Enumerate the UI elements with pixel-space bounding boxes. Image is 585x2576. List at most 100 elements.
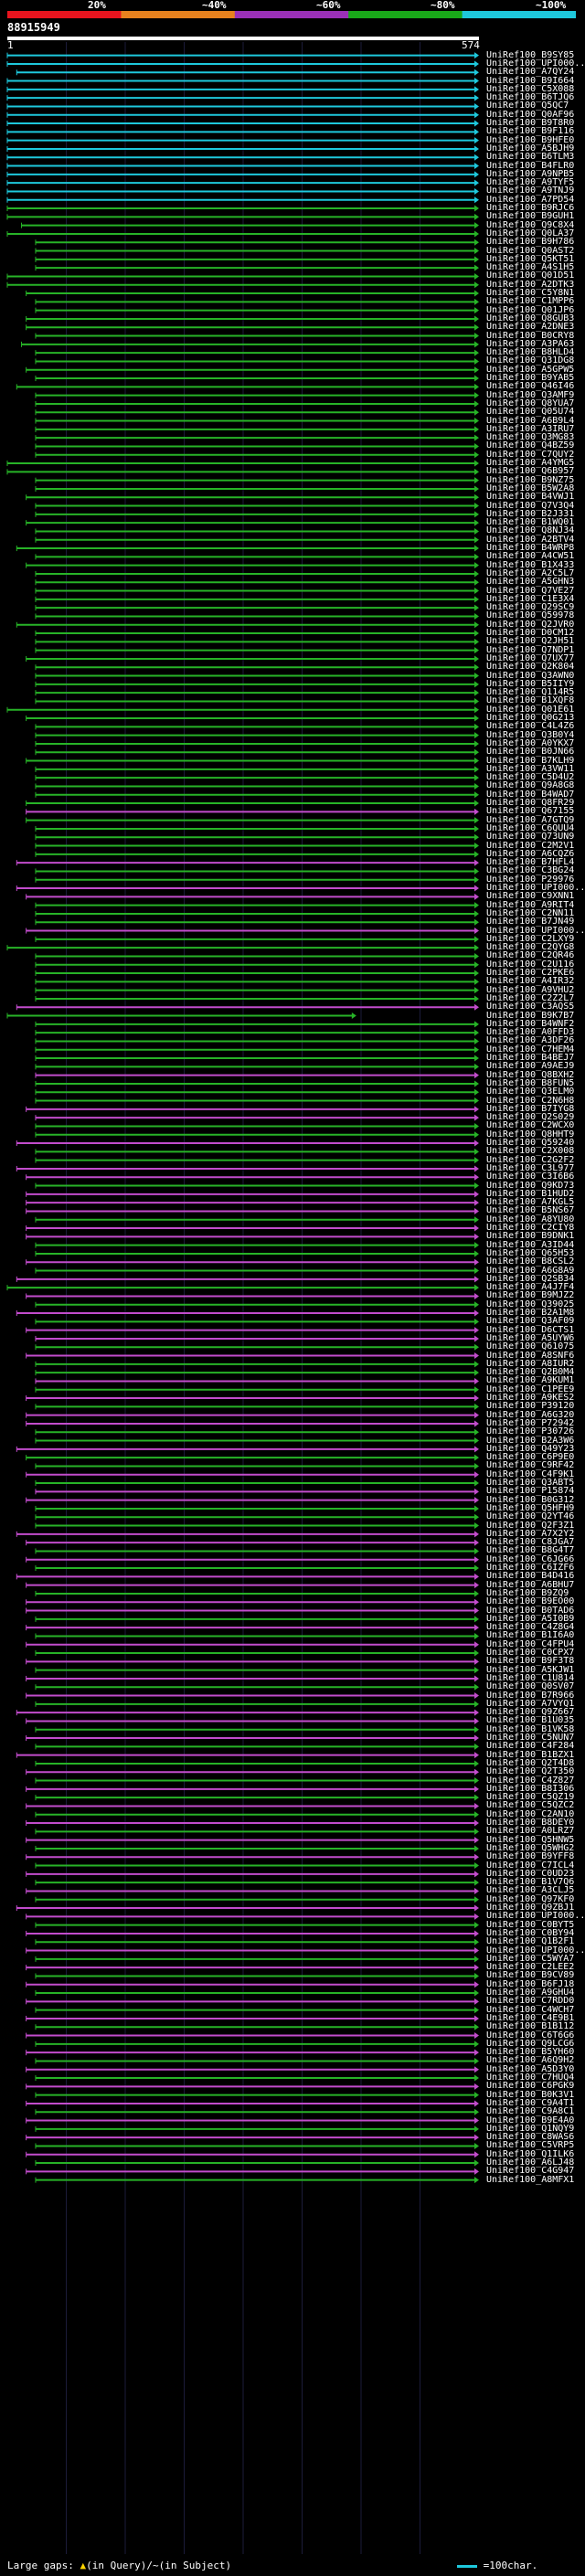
hit-track[interactable] bbox=[16, 1309, 479, 1317]
hit-label[interactable]: UniRef100_Q1NQY9 bbox=[486, 2123, 575, 2134]
hit-label[interactable]: UniRef100_C5D4U2 bbox=[486, 772, 575, 783]
hit-track[interactable] bbox=[26, 2134, 479, 2141]
hit-track[interactable] bbox=[35, 1513, 479, 1521]
hit-label[interactable]: UniRef100_A3DF26 bbox=[486, 1035, 575, 1046]
hit-track[interactable] bbox=[35, 766, 479, 773]
hit-label[interactable]: UniRef100_C2M2V1 bbox=[486, 840, 575, 851]
hit-track[interactable] bbox=[35, 1616, 479, 1623]
hit-label[interactable]: UniRef100_A3IRU7 bbox=[486, 423, 575, 434]
hit-label[interactable]: UniRef100_P72942 bbox=[486, 1417, 575, 1428]
hit-track[interactable] bbox=[35, 1726, 479, 1733]
hit-track[interactable] bbox=[35, 970, 479, 977]
hit-label[interactable]: UniRef100_Q7UX77 bbox=[486, 652, 575, 663]
hit-track[interactable] bbox=[6, 272, 479, 280]
hit-label[interactable]: UniRef100_B9NZ75 bbox=[486, 474, 575, 485]
hit-track[interactable] bbox=[35, 1182, 479, 1190]
hit-track[interactable] bbox=[16, 69, 479, 76]
hit-label[interactable]: UniRef100_C5VRP5 bbox=[486, 2140, 575, 2151]
hit-label[interactable]: UniRef100_B9DNK1 bbox=[486, 1231, 575, 1242]
hit-track[interactable] bbox=[35, 843, 479, 850]
hit-track[interactable] bbox=[35, 1301, 479, 1309]
hit-label[interactable]: UniRef100_A5I0B9 bbox=[486, 1613, 575, 1624]
hit-label[interactable]: UniRef100_B1V7Q6 bbox=[486, 1877, 575, 1888]
hit-track[interactable] bbox=[35, 1343, 479, 1351]
hit-label[interactable]: UniRef100_A5D3Y0 bbox=[486, 2063, 575, 2074]
hit-track[interactable] bbox=[26, 1887, 479, 1894]
hit-track[interactable] bbox=[35, 936, 479, 943]
hit-track[interactable] bbox=[6, 179, 479, 186]
hit-track[interactable] bbox=[35, 791, 479, 799]
hit-track[interactable] bbox=[35, 748, 479, 756]
hit-track[interactable] bbox=[26, 808, 479, 815]
hit-track[interactable] bbox=[6, 468, 479, 475]
hit-track[interactable] bbox=[35, 1938, 479, 1945]
hit-track[interactable] bbox=[26, 2168, 479, 2175]
hit-track[interactable] bbox=[16, 383, 479, 390]
hit-label[interactable]: UniRef100_A5KJW1 bbox=[486, 1664, 575, 1675]
hit-label[interactable]: UniRef100_B9T8R0 bbox=[486, 118, 575, 129]
hit-track[interactable] bbox=[35, 1055, 479, 1062]
hit-label[interactable]: UniRef100_A4S1H5 bbox=[486, 262, 575, 273]
hit-track[interactable] bbox=[6, 154, 479, 161]
hit-label[interactable]: UniRef100_C9RF42 bbox=[486, 1460, 575, 1471]
hit-label[interactable]: UniRef100_C1E3X4 bbox=[486, 593, 575, 604]
hit-track[interactable] bbox=[35, 1369, 479, 1376]
hit-track[interactable] bbox=[35, 825, 479, 832]
hit-track[interactable] bbox=[35, 1361, 479, 1368]
hit-track[interactable] bbox=[35, 1046, 479, 1054]
hit-track[interactable] bbox=[35, 1318, 479, 1325]
hit-track[interactable] bbox=[35, 357, 479, 365]
hit-label[interactable]: UniRef100_C6P9E0 bbox=[486, 1452, 575, 1463]
hit-track[interactable] bbox=[6, 171, 479, 178]
hit-track[interactable] bbox=[35, 1956, 479, 1963]
hit-label[interactable]: UniRef100_C4G947 bbox=[486, 2166, 575, 2177]
hit-label[interactable]: UniRef100_C4FPU4 bbox=[486, 1638, 575, 1649]
hit-label[interactable]: UniRef100_Q59978 bbox=[486, 610, 575, 621]
hit-label[interactable]: UniRef100_B9K7B7 bbox=[486, 1010, 575, 1021]
hit-label[interactable]: UniRef100_B4WAD7 bbox=[486, 789, 575, 800]
hit-track[interactable] bbox=[35, 1080, 479, 1087]
hit-track[interactable] bbox=[26, 1930, 479, 1937]
hit-track[interactable] bbox=[35, 375, 479, 382]
hit-track[interactable] bbox=[6, 196, 479, 204]
hit-track[interactable] bbox=[35, 1879, 479, 1886]
hit-label[interactable]: UniRef100_C2U116 bbox=[486, 959, 575, 970]
hit-track[interactable] bbox=[35, 1972, 479, 1979]
hit-track[interactable] bbox=[35, 1063, 479, 1070]
hit-track[interactable] bbox=[26, 1658, 479, 1665]
hit-label[interactable]: UniRef100_C5X088 bbox=[486, 83, 575, 94]
hit-track[interactable] bbox=[35, 1131, 479, 1139]
hit-label[interactable]: UniRef100_B9F3T8 bbox=[486, 1656, 575, 1667]
hit-track[interactable] bbox=[26, 1981, 479, 1988]
hit-label[interactable]: UniRef100_Q97KF0 bbox=[486, 1893, 575, 1904]
hit-track[interactable] bbox=[35, 1072, 479, 1079]
hit-label[interactable]: UniRef100_C6QUU4 bbox=[486, 822, 575, 833]
hit-track[interactable] bbox=[35, 578, 479, 586]
hit-label[interactable]: UniRef100_B8CSL2 bbox=[486, 1256, 575, 1267]
hit-label[interactable]: UniRef100_C8WAS6 bbox=[486, 2132, 575, 2143]
hit-track[interactable] bbox=[26, 2066, 479, 2073]
hit-label[interactable]: UniRef100_C2G2F2 bbox=[486, 1154, 575, 1165]
hit-track[interactable] bbox=[26, 1717, 479, 1724]
hit-track[interactable] bbox=[35, 2023, 479, 2030]
hit-track[interactable] bbox=[16, 1165, 479, 1172]
hit-label[interactable]: UniRef100_Q3AMF9 bbox=[486, 389, 575, 400]
hit-label[interactable]: UniRef100_D0CM12 bbox=[486, 628, 575, 639]
hit-label[interactable]: UniRef100_B7JN49 bbox=[486, 917, 575, 928]
hit-track[interactable] bbox=[35, 349, 479, 356]
hit-track[interactable] bbox=[35, 2108, 479, 2115]
hit-label[interactable]: UniRef100_Q29SC9 bbox=[486, 602, 575, 613]
hit-label[interactable]: UniRef100_B0G312 bbox=[486, 1494, 575, 1505]
hit-track[interactable] bbox=[35, 536, 479, 544]
hit-label[interactable]: UniRef100_Q7V3Q4 bbox=[486, 500, 575, 511]
hit-label[interactable]: UniRef100_B8HLD4 bbox=[486, 347, 575, 358]
hit-track[interactable] bbox=[35, 1479, 479, 1487]
hit-label[interactable]: UniRef100_B8FUN5 bbox=[486, 1077, 575, 1088]
hit-track[interactable] bbox=[35, 689, 479, 696]
hit-track[interactable] bbox=[35, 978, 479, 985]
hit-label[interactable]: UniRef100_B9CV89 bbox=[486, 1970, 575, 1981]
hit-track[interactable] bbox=[35, 961, 479, 969]
hit-label[interactable]: UniRef100_B1BZX1 bbox=[486, 1749, 575, 1760]
hit-track[interactable] bbox=[35, 264, 479, 271]
hit-track[interactable] bbox=[6, 1284, 479, 1291]
